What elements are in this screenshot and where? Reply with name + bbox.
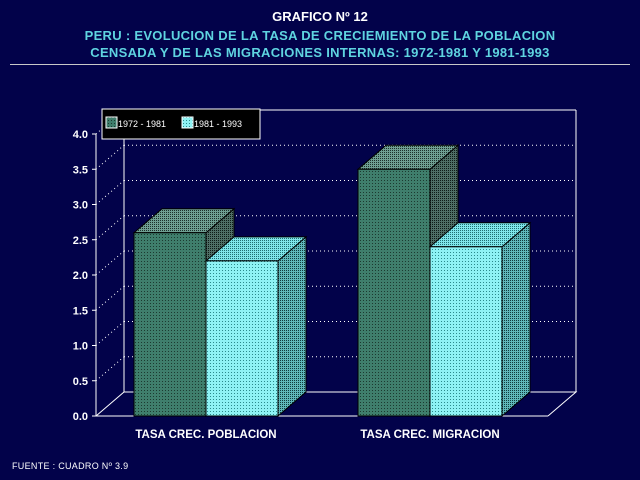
legend-box <box>101 108 261 140</box>
gridline-diagonal <box>95 215 125 241</box>
legend-swatch-1 <box>181 116 194 129</box>
y-tick-label: 0.0 <box>73 411 88 423</box>
title-divider <box>10 64 630 65</box>
legend-swatch-0 <box>105 116 118 129</box>
gridline-diagonal <box>95 144 125 170</box>
bar-side-0-1 <box>277 235 307 418</box>
y-tick-label: 0.5 <box>73 376 88 388</box>
legend-label-1: 1981 - 1993 <box>194 119 242 129</box>
chart-title: GRAFICO Nº 12 <box>272 9 368 24</box>
source-note: FUENTE : CUADRO Nº 3.9 <box>12 461 129 471</box>
subtitle-line-1: PERU : EVOLUCION DE LA TASA DE CRECIEMIE… <box>84 28 556 43</box>
y-tick-label: 1.0 <box>73 341 88 353</box>
gridline-diagonal <box>95 321 125 346</box>
y-tick-label: 3.0 <box>73 200 88 212</box>
y-tick-label: 4.0 <box>73 129 88 141</box>
gridline-diagonal <box>95 285 125 311</box>
bar-side-1-1 <box>501 221 531 418</box>
bar-0-0 <box>133 232 207 417</box>
chart-subtitle: PERU : EVOLUCION DE LA TASA DE CRECIEMIE… <box>0 27 640 61</box>
y-tick-label: 1.5 <box>73 305 88 317</box>
x-category-label: TASA CREC. POBLACION <box>135 429 276 441</box>
y-tick-label: 3.5 <box>73 164 88 176</box>
gridline-diagonal <box>95 356 125 382</box>
x-category-label: TASA CREC. MIGRACION <box>360 429 499 441</box>
y-tick-label: 2.0 <box>73 270 88 282</box>
legend-label-0: 1972 - 1981 <box>118 119 166 129</box>
gridline-diagonal <box>95 250 125 276</box>
floor-outline <box>95 391 578 417</box>
gridline-diagonal <box>95 180 125 205</box>
bar-0-1 <box>205 260 279 417</box>
y-tick-label: 2.5 <box>73 235 88 247</box>
bar-1-0 <box>357 168 431 417</box>
bar-1-1 <box>429 246 503 417</box>
subtitle-line-2: CENSADA Y DE LAS MIGRACIONES INTERNAS: 1… <box>90 45 550 60</box>
